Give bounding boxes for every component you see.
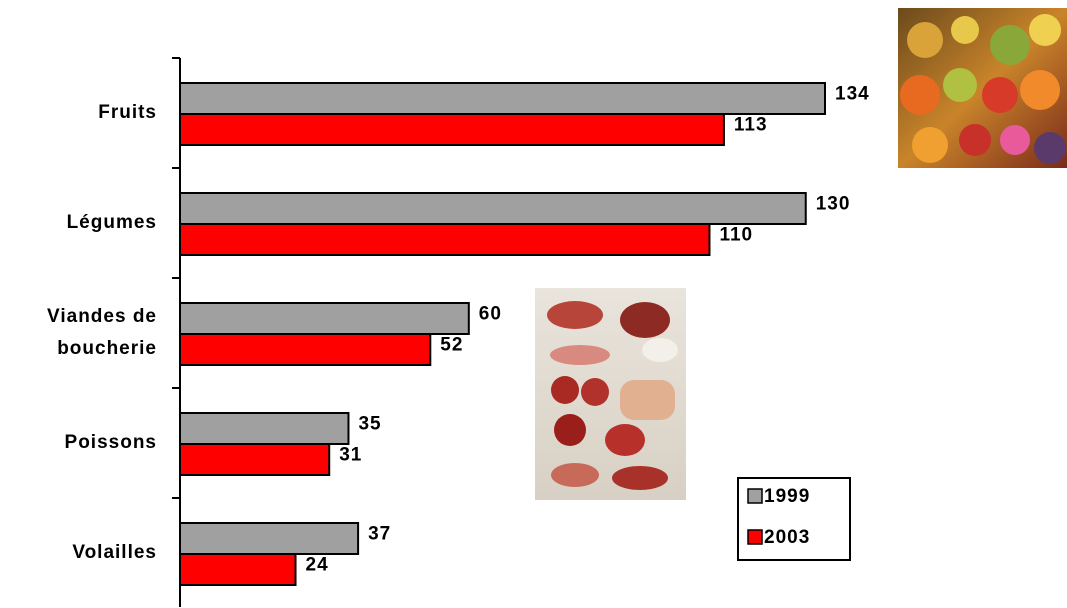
category-label: Viandes de boucherie <box>47 306 157 359</box>
data-label: 35 <box>358 414 381 435</box>
legend-label: 1999 <box>764 486 810 507</box>
category-label: Légumes <box>66 212 157 233</box>
category-label: Volailles <box>72 542 157 563</box>
bar <box>179 333 432 366</box>
legend: 1999 2003 <box>737 477 851 561</box>
data-label: 52 <box>440 335 463 356</box>
bar <box>179 302 470 335</box>
bar <box>179 223 711 256</box>
category-label: Fruits <box>98 102 157 123</box>
data-label: 31 <box>339 445 362 466</box>
legend-box <box>737 477 851 561</box>
meat-photo <box>535 288 686 500</box>
category-label-box: Volailles <box>0 498 157 608</box>
legend-label: 2003 <box>764 527 810 548</box>
data-label: 24 <box>306 555 329 576</box>
bar <box>179 192 807 225</box>
category-label-box: Poissons <box>0 388 157 498</box>
legend-swatch <box>747 529 763 545</box>
data-label: 134 <box>835 84 870 105</box>
data-label: 113 <box>734 115 768 136</box>
data-label: 130 <box>816 194 851 215</box>
data-label: 110 <box>719 225 753 246</box>
category-label-box: Légumes <box>0 168 157 278</box>
bar <box>179 553 297 586</box>
fruit-photo <box>898 8 1067 168</box>
legend-swatch <box>747 488 763 504</box>
data-label: 60 <box>479 304 502 325</box>
bar <box>179 113 725 146</box>
bar <box>179 82 826 115</box>
category-label-box: Viandes de boucherie <box>0 278 157 388</box>
bar <box>179 412 350 445</box>
category-label: Poissons <box>64 432 157 453</box>
data-label: 37 <box>368 524 391 545</box>
bar <box>179 443 331 476</box>
category-label-box: Fruits <box>0 58 157 168</box>
bar <box>179 522 360 555</box>
